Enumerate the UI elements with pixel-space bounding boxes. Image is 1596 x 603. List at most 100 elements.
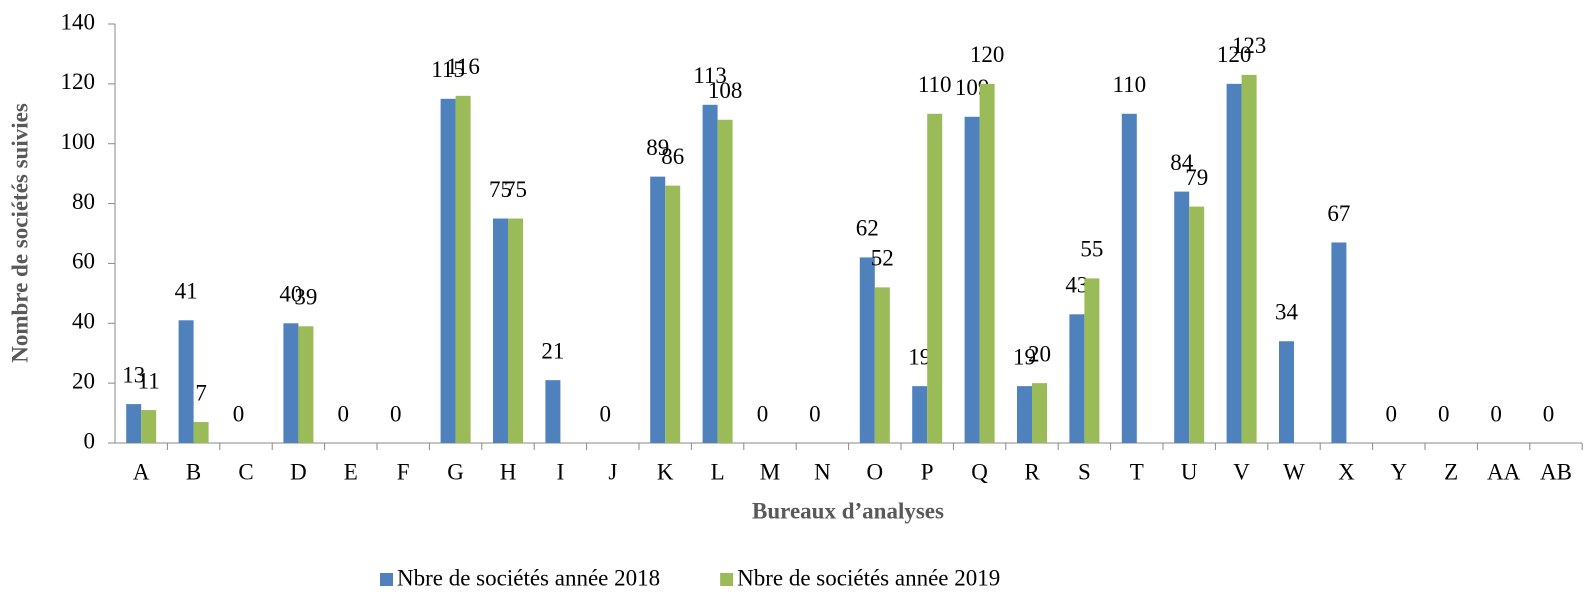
x-tick-label: T [1130, 459, 1144, 484]
y-tick-label: 20 [72, 368, 95, 393]
bar [298, 326, 314, 443]
data-label: 120 [970, 42, 1005, 67]
data-label: 0 [1438, 401, 1450, 426]
x-tick-label: G [447, 459, 464, 484]
x-tick-label: Y [1390, 459, 1407, 484]
x-tick-label: L [711, 459, 725, 484]
y-tick-label: 140 [61, 9, 96, 34]
x-tick-label: N [814, 459, 831, 484]
data-label: 84 [1170, 150, 1194, 175]
legend-swatch [380, 573, 393, 586]
bar [1279, 341, 1294, 443]
data-label: 52 [871, 246, 894, 271]
bar [1084, 278, 1100, 443]
legend-swatch [720, 573, 734, 586]
bar [440, 98, 456, 444]
x-tick-label: W [1283, 459, 1305, 484]
x-tick-label: AB [1540, 459, 1572, 484]
x-tick-label: K [657, 459, 674, 484]
bar [964, 116, 980, 444]
data-label: 110 [1112, 72, 1146, 97]
bar [859, 257, 875, 443]
data-label: 43 [1065, 273, 1088, 298]
data-label: 0 [1543, 401, 1555, 426]
x-tick-label: D [290, 459, 307, 484]
x-axis-title: Bureaux d’analyses [752, 498, 944, 523]
bar [979, 83, 995, 443]
data-label: 20 [1028, 341, 1051, 366]
data-label: 113 [693, 63, 727, 88]
x-tick-label: R [1024, 459, 1040, 484]
data-label: 67 [1327, 201, 1350, 226]
y-tick-label: 0 [84, 428, 96, 453]
bar [1032, 383, 1047, 443]
legend-label: Nbre de sociétés année 2019 [737, 565, 1000, 590]
data-label: 110 [918, 72, 952, 97]
data-label: 0 [809, 401, 821, 426]
bar [1121, 113, 1137, 444]
data-label: 0 [233, 401, 245, 426]
data-label: 21 [541, 338, 564, 363]
y-tick-label: 80 [72, 189, 95, 214]
x-tick-label: O [866, 459, 883, 484]
data-label: 89 [646, 135, 669, 160]
bar [1069, 314, 1085, 443]
data-label: 7 [195, 380, 207, 405]
data-label: 0 [338, 401, 350, 426]
data-label: 123 [1232, 33, 1267, 58]
x-tick-label: A [133, 459, 150, 484]
bar [193, 422, 209, 443]
data-label: 0 [600, 401, 612, 426]
data-label: 0 [1490, 401, 1502, 426]
data-label: 39 [294, 285, 317, 310]
x-tick-label: AA [1487, 459, 1521, 484]
bar [874, 287, 890, 443]
data-label: 75 [504, 177, 527, 202]
data-label: 62 [856, 216, 879, 241]
x-tick-label: B [186, 459, 201, 484]
y-tick-label: 60 [72, 249, 95, 274]
bar [927, 113, 943, 444]
x-tick-label: S [1078, 459, 1091, 484]
x-tick-label: H [500, 459, 517, 484]
data-label: 86 [661, 144, 684, 169]
data-label: 115 [431, 57, 465, 82]
bar [283, 323, 299, 443]
y-tick-label: 40 [72, 309, 95, 334]
x-tick-label: I [557, 459, 565, 484]
bar [1189, 206, 1205, 443]
bar [1241, 74, 1257, 443]
bar [545, 380, 561, 443]
data-label: 116 [446, 54, 480, 79]
bar [141, 410, 157, 443]
data-label: 0 [1386, 401, 1398, 426]
x-tick-label: C [238, 459, 253, 484]
y-axis-title: Nombre de sociétés suivies [7, 103, 32, 363]
data-label: 55 [1080, 237, 1103, 262]
x-tick-label: P [921, 459, 934, 484]
bar [912, 386, 928, 443]
bar [508, 218, 523, 443]
bar [178, 320, 194, 443]
bar [455, 95, 471, 443]
bar [1331, 242, 1347, 443]
data-label: 120 [1217, 42, 1252, 67]
data-label: 75 [489, 177, 512, 202]
legend-label: Nbre de sociétés année 2018 [397, 565, 660, 590]
bar [702, 104, 718, 444]
bar [126, 404, 142, 443]
bar [665, 185, 681, 443]
data-label: 108 [708, 78, 743, 103]
x-tick-label: F [397, 459, 410, 484]
y-tick-label: 100 [61, 129, 96, 154]
data-label: 13 [122, 362, 145, 387]
bar [650, 176, 666, 443]
data-label: 40 [279, 282, 302, 307]
x-tick-label: E [344, 459, 358, 484]
x-tick-label: U [1181, 459, 1198, 484]
x-tick-label: Z [1444, 459, 1458, 484]
bar [1226, 83, 1242, 443]
y-tick-label: 120 [61, 69, 96, 94]
